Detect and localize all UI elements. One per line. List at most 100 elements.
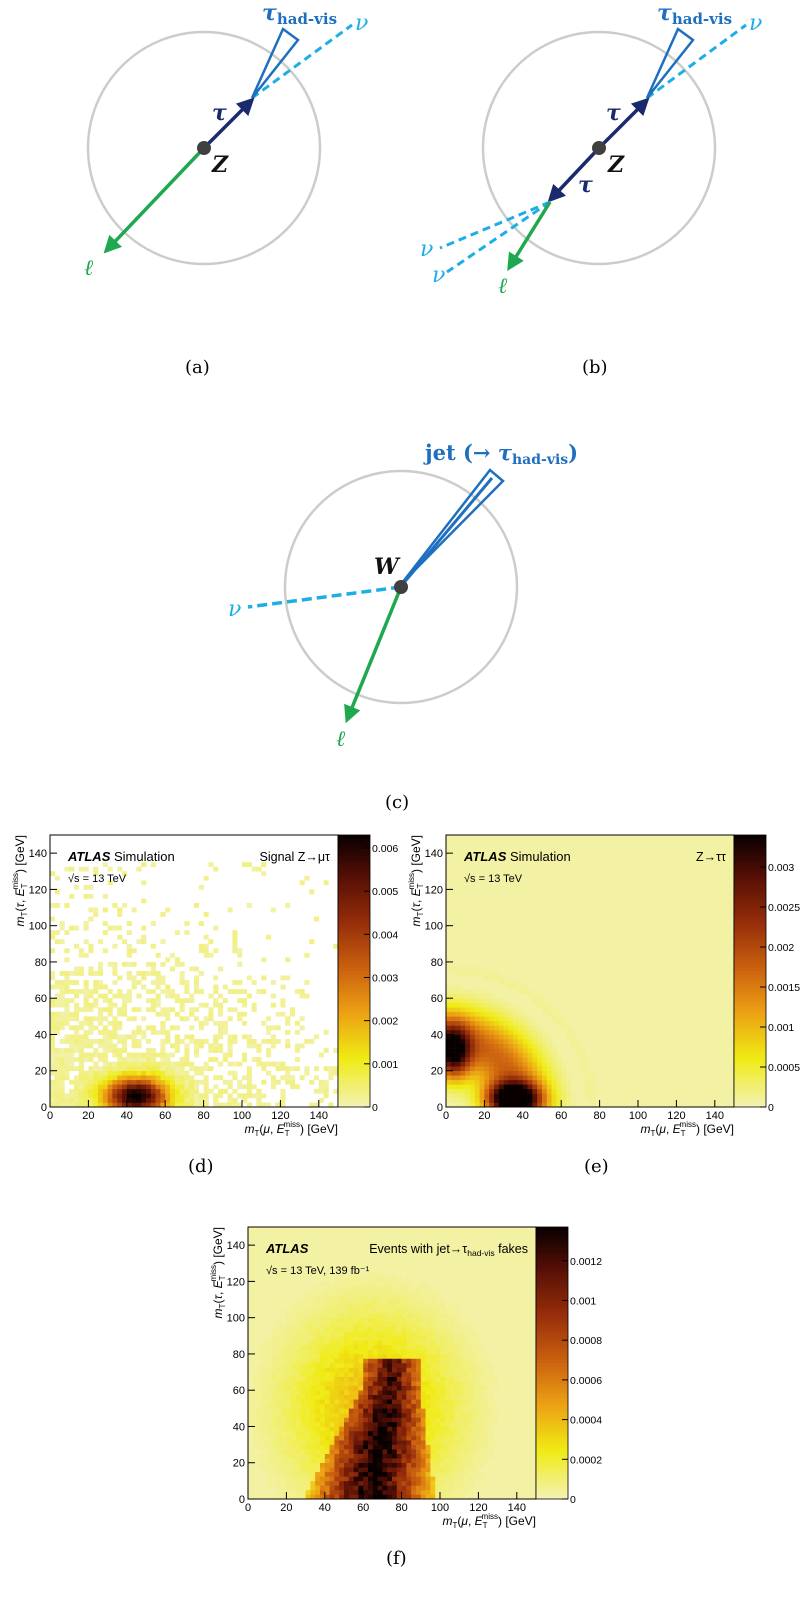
heatmap-cell xyxy=(117,1084,123,1090)
heatmap-cell xyxy=(198,1020,204,1026)
heatmap-cell xyxy=(339,1290,345,1296)
heatmap-cell xyxy=(498,1102,504,1108)
color-bar-step xyxy=(536,1322,568,1326)
heatmap-cell xyxy=(126,1034,132,1040)
heatmap-cell xyxy=(141,1016,147,1022)
heatmap-cell xyxy=(155,1011,161,1017)
heatmap-cell xyxy=(465,1048,471,1053)
heatmap-cell xyxy=(272,1417,278,1423)
heatmap-cell xyxy=(272,1326,278,1332)
heatmap-cell xyxy=(449,1304,455,1309)
heatmap-cell xyxy=(561,1066,567,1072)
color-bar-step xyxy=(734,838,766,843)
heatmap-cell xyxy=(460,1007,466,1013)
heatmap-cell xyxy=(551,1007,557,1013)
heatmap-cell xyxy=(291,1449,297,1454)
heatmap-cell xyxy=(262,1462,268,1468)
heatmap-cell xyxy=(54,939,60,945)
heatmap-cell xyxy=(184,1097,190,1103)
heatmap-cell xyxy=(503,1079,509,1085)
heatmap-cell xyxy=(93,907,99,913)
heatmap-cell xyxy=(64,1048,70,1053)
heatmap-cell xyxy=(227,1039,233,1044)
heatmap-cell xyxy=(396,1358,402,1364)
color-bar-step xyxy=(338,1083,370,1087)
color-bar-step xyxy=(536,1288,568,1292)
heatmap-cell xyxy=(372,1390,378,1396)
heatmap-cell xyxy=(494,1088,500,1094)
heatmap-cell xyxy=(464,1467,470,1473)
y-tick-label: 120 xyxy=(29,884,47,896)
heatmap-cell xyxy=(479,1070,485,1076)
heatmap-cell xyxy=(478,1344,484,1350)
heatmap-cell xyxy=(117,1011,123,1017)
heatmap-cell xyxy=(494,1025,500,1031)
heatmap-cell xyxy=(470,1016,476,1022)
heatmap-cell xyxy=(454,1403,460,1409)
heatmap-cell xyxy=(348,1426,354,1432)
heatmap-cell xyxy=(465,1029,471,1035)
heatmap-cell xyxy=(276,1390,282,1396)
heatmap-cell xyxy=(329,1349,335,1355)
heatmap-cell xyxy=(522,1052,528,1058)
heatmap-cell xyxy=(449,1412,455,1418)
heatmap-cell xyxy=(401,1367,407,1373)
heatmap-cell xyxy=(334,1340,340,1346)
z-tick-label: 0 xyxy=(372,1102,378,1114)
nu-label-top: ν xyxy=(749,11,762,36)
heatmap-cell xyxy=(339,1363,345,1368)
heatmap-cell xyxy=(387,1276,393,1282)
heatmap-cell xyxy=(54,993,60,999)
heatmap-cell xyxy=(444,1408,450,1414)
heatmap-cell xyxy=(83,1052,89,1058)
heatmap-cell xyxy=(189,1084,195,1090)
heatmap-cell xyxy=(430,1358,436,1364)
heatmap-cell xyxy=(401,1331,407,1337)
heatmap-cell xyxy=(430,1494,436,1500)
heatmap-cell xyxy=(522,1070,528,1076)
heatmap-cell xyxy=(150,862,156,868)
heatmap-cell xyxy=(305,1331,311,1337)
heatmap-cell xyxy=(372,1381,378,1386)
heatmap-cell xyxy=(468,1444,474,1450)
heatmap-cell xyxy=(382,1344,388,1350)
heatmap-cell xyxy=(527,1052,533,1058)
heatmap-cell xyxy=(246,1084,252,1090)
heatmap-cell xyxy=(334,1376,340,1382)
heatmap-cell xyxy=(377,1489,383,1495)
heatmap-cell xyxy=(174,998,180,1004)
heatmap-cell xyxy=(296,1417,302,1423)
heatmap-cell xyxy=(131,984,137,990)
heatmap-cell xyxy=(257,1431,263,1436)
heatmap-cell xyxy=(455,1034,461,1040)
heatmap-cell xyxy=(160,1079,166,1085)
heatmap-cell xyxy=(382,1394,388,1400)
heatmap-cell xyxy=(272,1412,278,1418)
heatmap-cell xyxy=(174,957,180,963)
heatmap-cell xyxy=(318,1079,324,1085)
heatmap-cell xyxy=(267,1340,273,1346)
heatmap-cell xyxy=(310,1322,316,1328)
heatmap-cell xyxy=(508,1066,514,1072)
heatmap-cell xyxy=(508,1048,514,1053)
tau-vis-cone xyxy=(250,27,300,99)
heatmap-cell xyxy=(184,1088,190,1094)
heatmap-cell xyxy=(320,1335,326,1341)
color-bar-step xyxy=(338,1100,370,1104)
heatmap-cell xyxy=(141,1079,147,1085)
heatmap-cell xyxy=(542,1093,548,1099)
heatmap-cell xyxy=(446,1070,452,1076)
heatmap-cell xyxy=(382,1440,388,1445)
heatmap-cell xyxy=(262,1403,268,1409)
heatmap-cell xyxy=(406,1335,412,1341)
heatmap-cell xyxy=(348,1467,354,1473)
heatmap-cell xyxy=(368,1349,374,1355)
x-axis-title: mT(μ, ETmiss) [GeV] xyxy=(640,1120,734,1138)
color-bar-step xyxy=(536,1308,568,1313)
heatmap-cell xyxy=(83,952,89,958)
heatmap-cell xyxy=(102,921,108,926)
heatmap-cell xyxy=(503,1057,509,1062)
color-bar-step xyxy=(734,882,766,887)
heatmap-cell xyxy=(272,1353,278,1359)
heatmap-cell xyxy=(406,1295,412,1300)
